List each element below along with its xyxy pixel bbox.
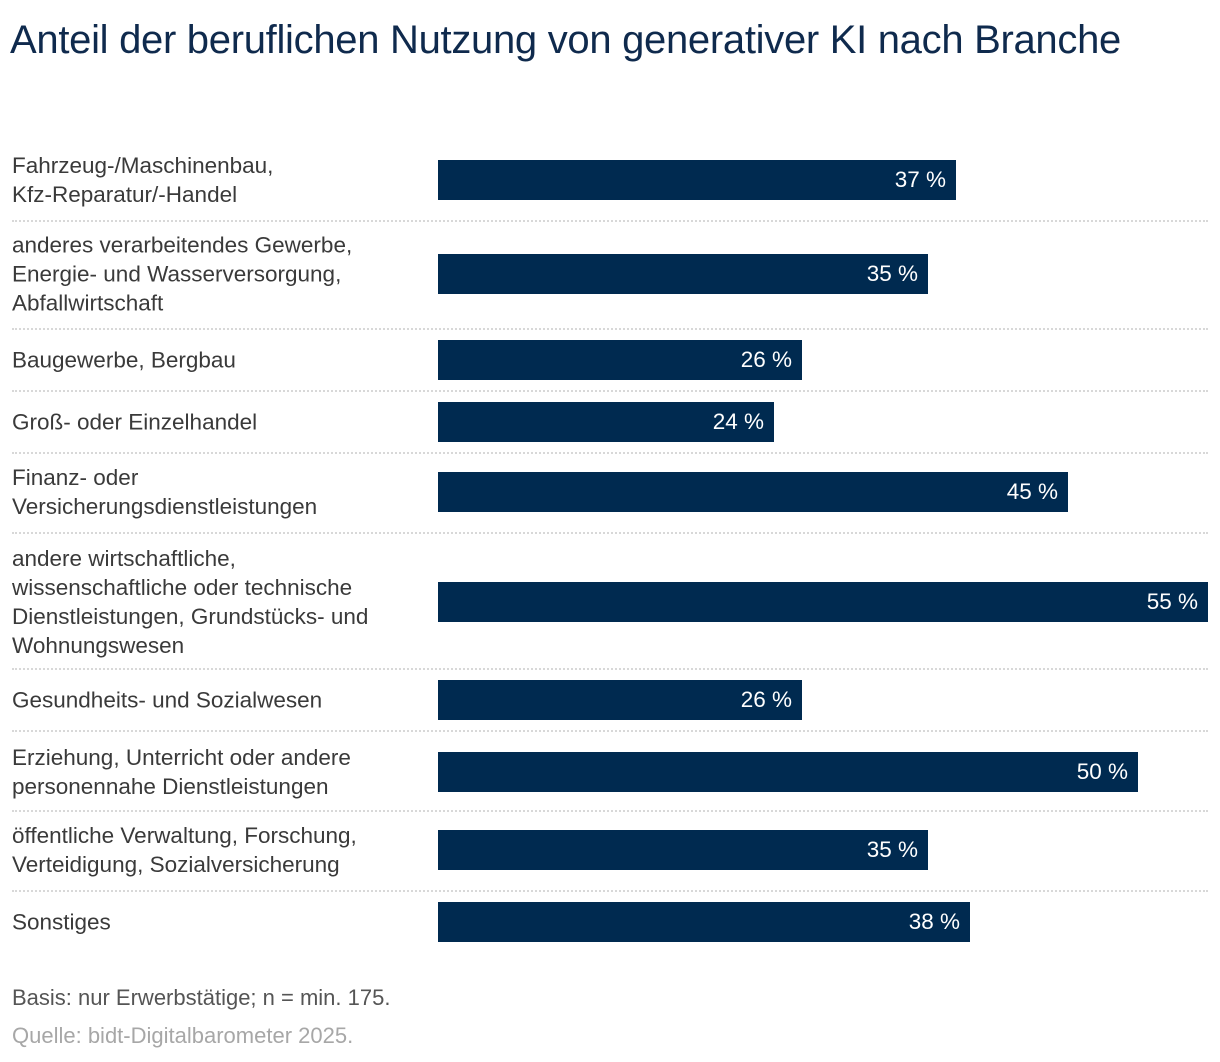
bar (438, 160, 956, 200)
category-label: Erziehung, Unterricht oder andere persone… (12, 745, 351, 799)
category-label: Groß- oder Einzelhandel (12, 409, 258, 435)
bar (438, 830, 928, 870)
category-label: Sonstiges (12, 909, 111, 935)
row-separator (12, 890, 1208, 892)
row-separator (12, 668, 1208, 670)
bar-value-label: 38 % (908, 909, 960, 934)
row-separator (12, 328, 1208, 330)
bar-value-label: 24 % (712, 409, 764, 434)
chart-title: Anteil der beruflichen Nutzung von gener… (10, 18, 1121, 62)
category-label: öffentliche Verwaltung, Forschung, Vertei… (12, 823, 357, 877)
category-label: Baugewerbe, Bergbau (12, 347, 236, 373)
category-label: anderes verarbeitendes Gewerbe, Energie- … (12, 232, 353, 316)
category-label: andere wirtschaftliche, wissenschaftliche… (12, 546, 369, 658)
row-separator (12, 532, 1208, 534)
bar-value-label: 35 % (866, 837, 918, 862)
row-separator (12, 730, 1208, 732)
bar (438, 582, 1208, 622)
bar-value-label: 26 % (740, 347, 792, 372)
category-label: Gesundheits- und Sozialwesen (12, 687, 323, 713)
bar (438, 902, 970, 942)
category-label: Finanz- oder Versicherungsdienstleistunge… (12, 465, 318, 519)
bar-value-label: 50 % (1076, 759, 1128, 784)
row-separator (12, 390, 1208, 392)
bar-value-label: 35 % (866, 261, 918, 286)
chart-source: Quelle: bidt-Digitalbarometer 2025. (12, 1023, 354, 1048)
bar (438, 340, 802, 380)
bar (438, 752, 1138, 792)
category-label: Fahrzeug-/Maschinenbau, Kfz-Reparatur/-Ha… (12, 153, 274, 207)
row-separator (12, 220, 1208, 222)
row-separator (12, 452, 1208, 454)
bar-value-label: 45 % (1006, 479, 1058, 504)
row-separator (12, 810, 1208, 812)
chart-note: Basis: nur Erwerbstätige; n = min. 175. (12, 985, 391, 1010)
bar (438, 680, 802, 720)
bar-value-label: 26 % (740, 687, 792, 712)
bar-value-label: 55 % (1146, 589, 1198, 614)
bar (438, 472, 1068, 512)
bar (438, 254, 928, 294)
bar (438, 402, 774, 442)
bar-value-label: 37 % (894, 167, 946, 192)
